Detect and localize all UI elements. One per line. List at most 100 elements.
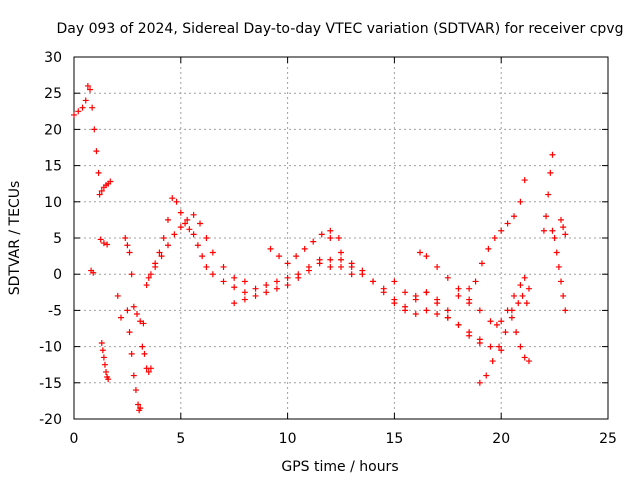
- data-point: [558, 278, 565, 285]
- y-tick-label: -5: [48, 303, 62, 319]
- data-point: [241, 289, 248, 296]
- data-point: [169, 195, 176, 202]
- series-trace-v: [523, 285, 532, 307]
- data-point: [95, 169, 102, 176]
- series-trace-k: [143, 195, 334, 296]
- data-point: [160, 235, 167, 241]
- data-point: [158, 253, 165, 260]
- data-point: [117, 314, 124, 321]
- data-point: [521, 354, 528, 361]
- data-point: [91, 126, 98, 133]
- data-point: [417, 249, 424, 256]
- data-point: [560, 292, 567, 299]
- data-point: [171, 231, 178, 238]
- data-point: [370, 278, 377, 285]
- data-point: [547, 169, 554, 176]
- data-point: [402, 289, 409, 296]
- y-tick-label: 5: [53, 231, 62, 247]
- data-point: [194, 242, 201, 249]
- y-tick-label: 0: [53, 267, 62, 283]
- data-point: [545, 191, 552, 198]
- data-point: [98, 187, 105, 194]
- data-point: [423, 253, 430, 260]
- series-trace-t: [476, 292, 526, 386]
- data-point: [551, 235, 558, 241]
- data-point: [348, 271, 355, 278]
- data-point: [295, 274, 302, 281]
- series-trace-b: [96, 178, 114, 198]
- data-point: [434, 311, 441, 318]
- data-point: [478, 260, 485, 267]
- data-point: [543, 213, 550, 220]
- data-point: [220, 278, 227, 285]
- data-point: [199, 253, 206, 260]
- data-point: [184, 216, 191, 223]
- data-point: [145, 274, 152, 281]
- data-point: [241, 278, 248, 285]
- data-point: [476, 379, 483, 386]
- data-point: [338, 263, 344, 270]
- series-trace-q: [391, 278, 473, 314]
- data-point: [143, 282, 150, 289]
- data-point: [455, 292, 462, 299]
- series-trace-j: [139, 343, 154, 375]
- data-point: [402, 303, 409, 310]
- data-point: [130, 303, 137, 310]
- data-point: [128, 271, 135, 278]
- data-point: [87, 86, 94, 93]
- data-point: [203, 235, 210, 241]
- data-point: [525, 358, 532, 365]
- x-tick-label: 10: [279, 431, 297, 447]
- data-point: [164, 216, 171, 223]
- data-point: [97, 236, 104, 243]
- data-point: [513, 329, 520, 336]
- data-point: [483, 372, 490, 379]
- data-point: [96, 191, 103, 198]
- data-point: [455, 285, 462, 292]
- data-point: [476, 336, 483, 343]
- series-trace-a: [71, 82, 102, 176]
- y-tick-label: 10: [44, 195, 62, 211]
- data-point: [284, 274, 291, 281]
- data-point: [93, 148, 100, 155]
- data-point: [455, 321, 462, 328]
- data-point: [327, 256, 334, 263]
- series-trace-d: [97, 236, 111, 248]
- data-point: [100, 240, 107, 247]
- series-trace-w: [540, 151, 556, 234]
- data-point: [434, 263, 441, 270]
- series-trace-c: [88, 267, 97, 276]
- series-trace-n: [267, 227, 342, 267]
- data-point: [466, 285, 473, 292]
- data-point: [241, 296, 248, 303]
- data-point: [423, 289, 430, 296]
- data-point: [562, 307, 569, 314]
- data-point: [103, 368, 110, 375]
- data-point: [128, 350, 135, 357]
- y-tick-label: 20: [44, 122, 62, 138]
- data-point: [523, 300, 530, 307]
- x-axis-label: GPS time / hours: [281, 459, 398, 475]
- data-point: [493, 321, 500, 328]
- data-point: [487, 318, 494, 325]
- data-point: [114, 292, 121, 299]
- data-point: [498, 227, 505, 234]
- data-point: [318, 231, 325, 238]
- data-point: [99, 347, 106, 354]
- data-point: [252, 285, 259, 292]
- data-point: [276, 253, 283, 260]
- y-axis-label: SDTVAR / TECUs: [7, 181, 23, 296]
- data-point: [391, 296, 398, 303]
- data-point: [562, 231, 569, 238]
- data-point: [555, 263, 562, 270]
- data-point: [553, 249, 560, 256]
- data-point: [132, 387, 139, 394]
- data-point: [126, 329, 133, 336]
- series-trace-e: [98, 339, 112, 383]
- data-point: [327, 263, 334, 270]
- series-trace-y: [558, 216, 569, 238]
- data-point: [508, 307, 515, 314]
- data-point: [137, 405, 144, 412]
- x-tick-label: 5: [176, 431, 185, 447]
- data-point: [101, 361, 108, 368]
